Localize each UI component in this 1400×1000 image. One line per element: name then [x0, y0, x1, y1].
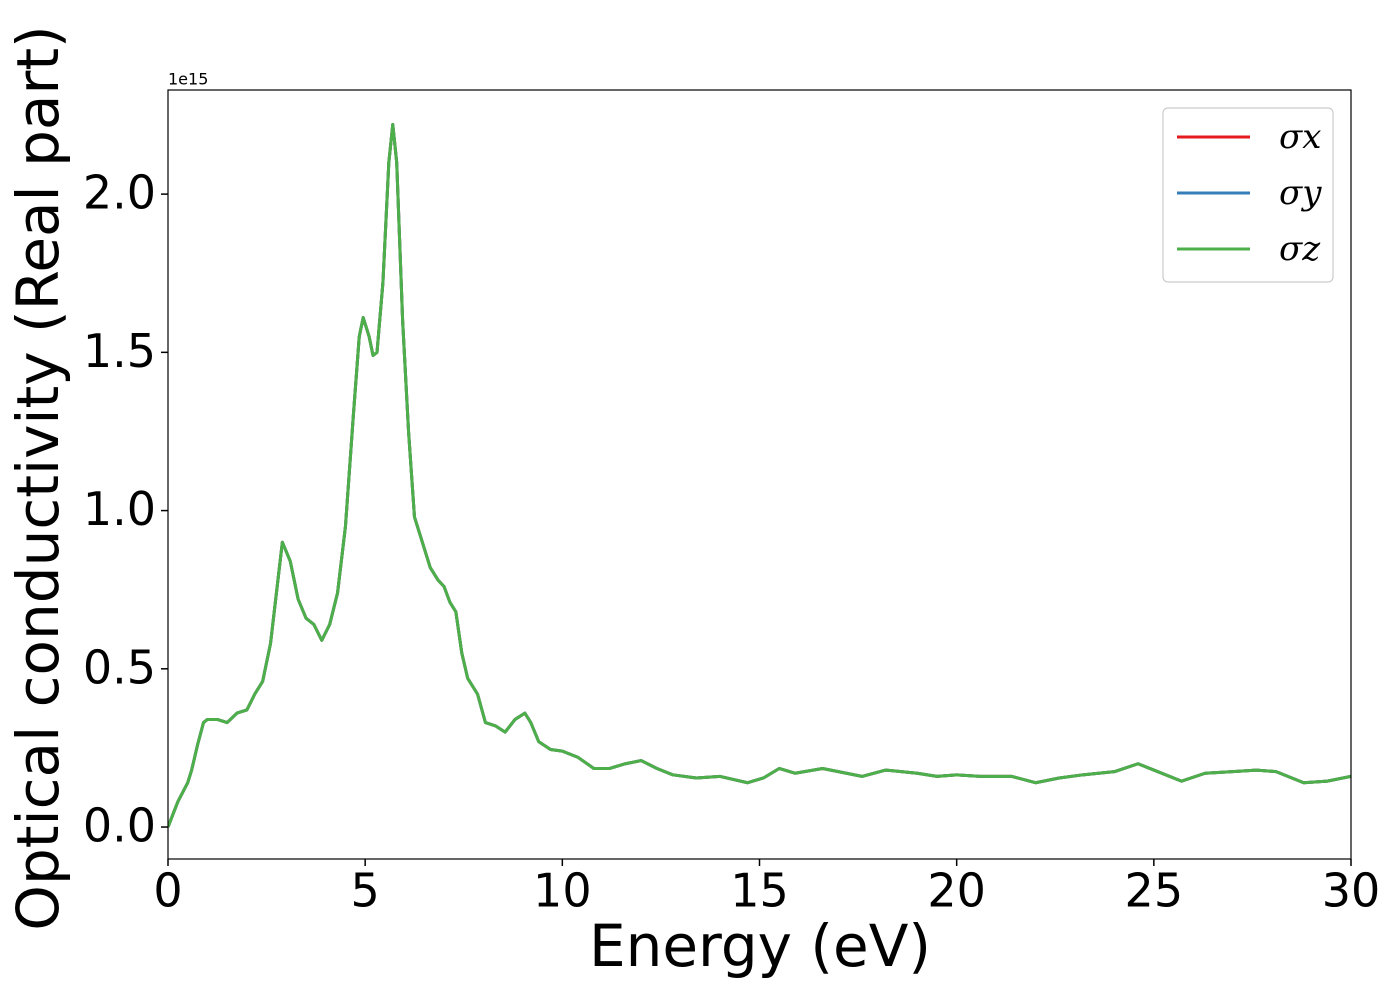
- legend-label: σy: [1279, 173, 1322, 213]
- y-tick-label: 2.0: [83, 166, 156, 220]
- y-tick-label: 0.0: [83, 799, 156, 853]
- y-tick-label: 1.5: [83, 324, 156, 378]
- x-tick-label: 0: [153, 864, 182, 918]
- x-tick-label: 15: [730, 864, 789, 918]
- x-tick-label: 20: [927, 864, 986, 918]
- x-tick-label: 5: [351, 864, 380, 918]
- x-tick-label: 10: [533, 864, 592, 918]
- legend-label: σx: [1279, 117, 1321, 157]
- y-axis-label: Optical conductivity (Real part): [4, 25, 72, 930]
- x-axis-label: Energy (eV): [589, 912, 931, 980]
- y-tick-label: 0.5: [83, 640, 156, 694]
- y-tick-label: 1.0: [83, 482, 156, 536]
- legend-box: [1162, 107, 1334, 283]
- x-tick-label: 30: [1322, 864, 1381, 918]
- plot-frame: [167, 89, 1352, 860]
- x-tick-label: 25: [1125, 864, 1184, 918]
- legend-label: σz: [1279, 229, 1321, 269]
- offset-label: 1e15: [168, 70, 208, 89]
- series-line: [168, 122, 1351, 828]
